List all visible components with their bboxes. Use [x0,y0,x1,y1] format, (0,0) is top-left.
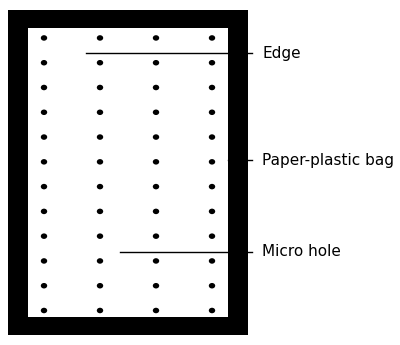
Circle shape [153,283,159,288]
Circle shape [209,209,215,214]
Circle shape [97,184,103,189]
Circle shape [41,209,47,214]
Circle shape [153,184,159,189]
Circle shape [153,35,159,41]
Circle shape [153,209,159,214]
Circle shape [153,85,159,90]
Circle shape [209,85,215,90]
Circle shape [97,159,103,165]
Circle shape [97,283,103,288]
Circle shape [41,85,47,90]
Circle shape [97,234,103,239]
Circle shape [209,234,215,239]
Circle shape [41,60,47,66]
Circle shape [97,134,103,140]
Circle shape [97,258,103,264]
Circle shape [153,159,159,165]
Circle shape [41,35,47,41]
Circle shape [41,283,47,288]
Circle shape [209,35,215,41]
Circle shape [97,85,103,90]
Circle shape [97,60,103,66]
Circle shape [41,109,47,115]
Circle shape [97,35,103,41]
Text: Paper-plastic bag: Paper-plastic bag [262,153,394,168]
Circle shape [41,258,47,264]
Circle shape [153,234,159,239]
Circle shape [153,258,159,264]
Text: Edge: Edge [262,46,301,61]
Bar [8,10,248,335]
Circle shape [97,109,103,115]
Circle shape [209,159,215,165]
Circle shape [153,134,159,140]
Circle shape [41,308,47,313]
Circle shape [153,109,159,115]
Circle shape [209,60,215,66]
Text: Micro hole: Micro hole [262,244,341,259]
Circle shape [97,308,103,313]
Circle shape [209,283,215,288]
Circle shape [97,209,103,214]
Circle shape [209,109,215,115]
Circle shape [153,308,159,313]
Circle shape [209,308,215,313]
Circle shape [153,60,159,66]
Circle shape [41,159,47,165]
Circle shape [209,184,215,189]
Bar [28,28,228,317]
Circle shape [209,258,215,264]
Circle shape [41,134,47,140]
Circle shape [41,184,47,189]
Circle shape [209,134,215,140]
Circle shape [41,234,47,239]
